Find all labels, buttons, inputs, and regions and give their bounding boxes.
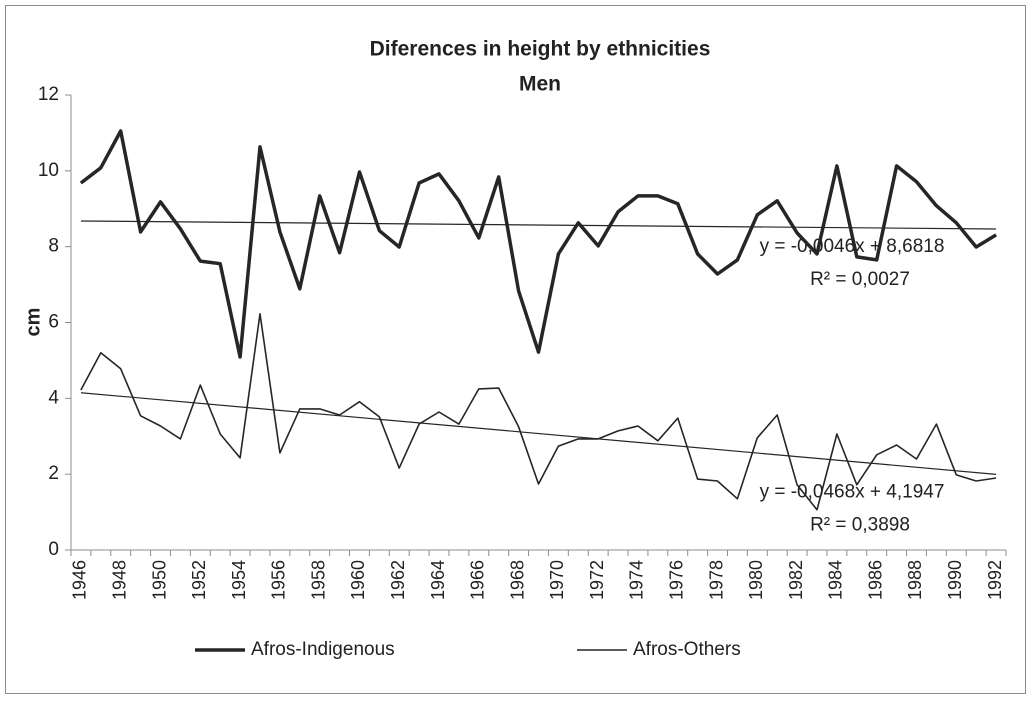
x-tick-label: 1990 <box>945 560 965 600</box>
trend-r2: R² = 0,3898 <box>810 514 910 535</box>
chart-subtitle: Men <box>519 73 561 96</box>
series-line <box>80 313 997 511</box>
x-tick-label: 1964 <box>428 560 448 600</box>
x-tick-label: 1992 <box>985 560 1005 600</box>
trendline <box>80 392 997 475</box>
x-tick-label: 1980 <box>746 560 766 600</box>
y-tick-label: 0 <box>48 539 59 560</box>
trend-equation: y = -0,0468x + 4,1947 <box>760 481 945 502</box>
trendline <box>80 220 997 230</box>
y-axis-label: cm <box>22 308 44 337</box>
trend-r2: R² = 0,0027 <box>810 269 910 290</box>
x-tick-label: 1966 <box>468 560 488 600</box>
x-tick-label: 1976 <box>667 560 687 600</box>
x-tick-label: 1952 <box>189 560 209 600</box>
y-tick-label: 8 <box>48 236 59 257</box>
y-tick-label: 2 <box>48 463 59 484</box>
chart-border <box>5 5 1026 694</box>
x-tick-label: 1956 <box>269 560 289 600</box>
chart-title: Diferences in height by ethnicities <box>370 38 711 61</box>
x-tick-label: 1970 <box>547 560 567 600</box>
x-tick-label: 1968 <box>507 560 527 600</box>
y-tick-label: 6 <box>48 312 59 333</box>
y-tick-label: 4 <box>48 387 59 408</box>
x-tick-label: 1960 <box>348 560 368 600</box>
x-tick-label: 1972 <box>587 560 607 600</box>
y-tick-label: 12 <box>38 84 59 105</box>
x-tick-label: 1962 <box>388 560 408 600</box>
y-tick-label: 10 <box>38 160 59 181</box>
legend-label: Afros-Others <box>633 639 741 660</box>
x-tick-label: 1948 <box>109 560 129 600</box>
x-tick-label: 1982 <box>786 560 806 600</box>
x-tick-label: 1974 <box>627 560 647 600</box>
x-tick-label: 1958 <box>308 560 328 600</box>
x-tick-label: 1984 <box>826 560 846 600</box>
series-line <box>79 129 998 359</box>
x-tick-label: 1946 <box>70 560 90 600</box>
x-tick-label: 1986 <box>865 560 885 600</box>
x-tick-label: 1988 <box>905 560 925 600</box>
x-tick-label: 1950 <box>149 560 169 600</box>
x-tick-label: 1978 <box>706 560 726 600</box>
x-tick-label: 1954 <box>229 560 249 600</box>
legend-label: Afros-Indigenous <box>251 639 395 660</box>
